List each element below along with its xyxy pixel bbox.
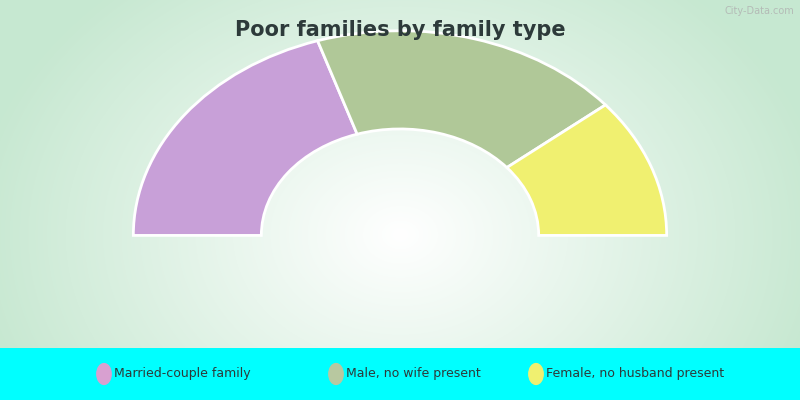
- Text: Male, no wife present: Male, no wife present: [346, 368, 481, 380]
- Text: Female, no husband present: Female, no husband present: [546, 368, 725, 380]
- Ellipse shape: [329, 364, 343, 384]
- Text: Married-couple family: Married-couple family: [114, 368, 251, 380]
- Ellipse shape: [529, 364, 543, 384]
- Text: Poor families by family type: Poor families by family type: [234, 20, 566, 40]
- Ellipse shape: [97, 364, 111, 384]
- Text: City-Data.com: City-Data.com: [725, 6, 794, 16]
- Wedge shape: [318, 31, 606, 168]
- Wedge shape: [507, 105, 666, 236]
- Wedge shape: [134, 41, 357, 236]
